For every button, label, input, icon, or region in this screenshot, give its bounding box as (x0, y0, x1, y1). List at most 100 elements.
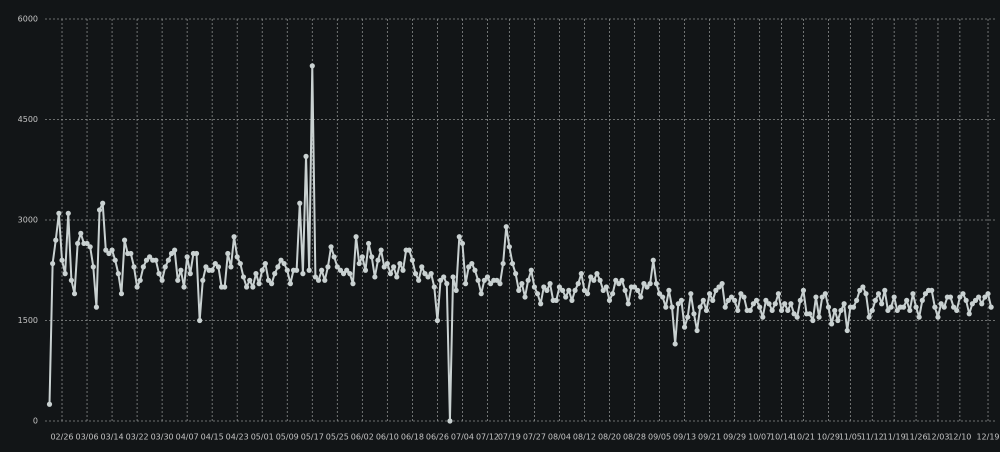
data-point (46, 401, 53, 407)
data-point (315, 277, 322, 283)
data-point (106, 250, 112, 257)
data-point (416, 277, 422, 283)
data-point (819, 294, 825, 300)
data-point (725, 297, 731, 303)
data-point (143, 257, 150, 263)
data-point (844, 327, 850, 334)
data-point (638, 294, 644, 300)
x-tick-label: 03/06 (76, 433, 99, 442)
data-point (394, 274, 400, 280)
x-tick-label: 03/22 (126, 433, 149, 442)
data-point (581, 287, 588, 293)
data-point (766, 301, 772, 307)
data-point (269, 281, 275, 287)
data-point (929, 287, 935, 293)
data-point (791, 311, 797, 317)
data-point (716, 284, 722, 290)
data-point (938, 301, 944, 307)
data-point (294, 267, 300, 273)
data-point (913, 304, 919, 310)
x-tick-label: 06/26 (426, 433, 449, 442)
data-point (450, 274, 456, 280)
data-point (631, 284, 638, 290)
data-point (866, 314, 872, 320)
data-point (525, 277, 531, 283)
data-point (84, 240, 90, 247)
data-point (750, 301, 756, 307)
data-point (860, 284, 866, 290)
data-point (988, 304, 994, 310)
data-point (243, 284, 250, 290)
data-point (625, 301, 631, 307)
data-point (441, 274, 447, 280)
data-point (869, 307, 875, 314)
data-point (228, 264, 234, 270)
data-point (534, 291, 541, 297)
data-point (541, 284, 547, 290)
data-point (741, 294, 747, 300)
data-point (900, 304, 907, 310)
data-point (663, 304, 669, 310)
data-point (500, 260, 506, 267)
data-point (497, 281, 503, 287)
data-point (384, 260, 390, 267)
data-point (954, 307, 960, 314)
data-point (738, 291, 744, 297)
data-point (337, 267, 344, 273)
data-point (782, 301, 788, 307)
data-point (838, 307, 844, 314)
data-point (478, 291, 484, 297)
data-point (688, 291, 694, 297)
data-point (794, 314, 800, 320)
x-tick-label: 06/10 (376, 433, 399, 442)
data-point (969, 301, 975, 307)
x-tick-label: 06/02 (351, 433, 374, 442)
data-point (747, 307, 753, 314)
data-point (506, 244, 512, 250)
data-point (225, 250, 231, 257)
data-point (409, 257, 415, 263)
data-point (785, 307, 791, 314)
data-point (494, 277, 500, 283)
data-point (319, 267, 325, 273)
data-point (757, 304, 763, 310)
data-point (972, 297, 979, 303)
data-point (863, 291, 869, 297)
data-point (850, 304, 857, 310)
data-point (700, 297, 706, 303)
data-point (772, 301, 778, 307)
data-point (888, 304, 894, 310)
data-point (250, 284, 256, 290)
data-point (522, 294, 528, 300)
data-point (788, 301, 794, 307)
data-point (131, 264, 137, 270)
data-point (78, 230, 84, 236)
data-point (656, 291, 663, 297)
data-point (312, 274, 319, 280)
y-tick-label: 1500 (18, 316, 38, 325)
data-point (947, 294, 954, 300)
data-point (569, 297, 575, 303)
data-point (775, 291, 782, 297)
x-tick-label: 07/12 (476, 433, 499, 442)
data-point (90, 264, 96, 270)
data-point (281, 260, 287, 267)
data-point (397, 260, 403, 267)
data-point (265, 277, 272, 283)
data-point (375, 257, 381, 263)
data-point (162, 264, 168, 270)
data-point (350, 281, 356, 287)
data-point (453, 287, 459, 293)
x-tick-label: 12/10 (948, 433, 971, 442)
data-point (59, 257, 65, 263)
data-point (168, 250, 175, 257)
data-point (187, 271, 193, 277)
data-point (240, 274, 247, 280)
data-point (50, 260, 56, 267)
data-point (459, 240, 466, 247)
data-point (857, 287, 863, 293)
data-point (156, 271, 162, 277)
x-tick-label: 10/14 (770, 433, 793, 442)
data-point (419, 264, 425, 270)
